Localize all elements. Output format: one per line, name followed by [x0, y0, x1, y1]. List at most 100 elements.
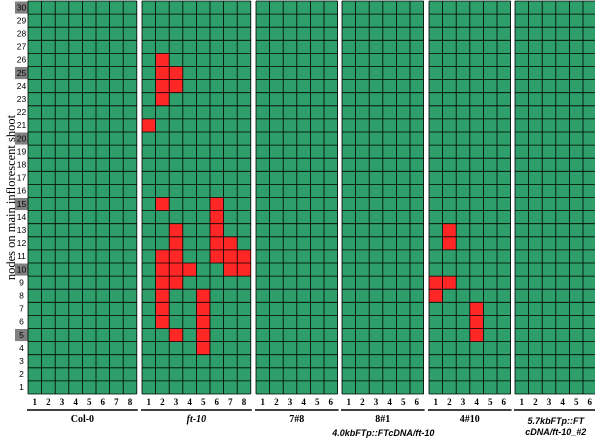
column-label-7: 7 — [114, 397, 119, 407]
panel-label: 8#1 — [375, 414, 390, 425]
panel-1: 1 2 3 4 5 6 7 8 Col-0 — [27, 0, 138, 425]
column-label-5: 5 — [87, 397, 92, 407]
red-cell-c3-n12 — [169, 236, 183, 250]
column-label-5: 5 — [201, 397, 206, 407]
super-labels: 4.0kbFTp::FTcDNA/ft-10 5.7kbFTp::FT cDNA/f… — [331, 416, 586, 438]
red-cell-c2-n7 — [155, 302, 170, 316]
red-cell-c2-n10 — [155, 263, 170, 277]
red-cell-c6-n12 — [210, 236, 224, 250]
column-label-3: 3 — [374, 397, 379, 407]
column-label-5: 5 — [401, 397, 406, 407]
row-label-5: 5 — [19, 330, 24, 340]
column-label-2: 2 — [533, 397, 538, 407]
panel-label: 7#8 — [289, 414, 304, 425]
column-label-3: 3 — [174, 397, 179, 407]
red-cell-c2-n23 — [155, 92, 170, 106]
row-highlight-15 — [15, 198, 28, 211]
column-label-1: 1 — [261, 397, 266, 407]
row-label-1: 1 — [19, 382, 24, 392]
row-label-22: 22 — [17, 107, 27, 117]
row-label-21: 21 — [17, 120, 27, 130]
column-label-4: 4 — [187, 397, 192, 407]
panel-2: 1 2 3 4 5 6 7 8 ft-10 — [141, 0, 252, 425]
super-label-1: 4.0kbFTp::FTcDNA/ft-10 — [331, 428, 434, 438]
red-cell-c6-n11 — [210, 249, 224, 263]
panel-3: 1 2 3 4 5 6 7#8 — [255, 0, 339, 425]
row-label-17: 17 — [17, 173, 27, 183]
panel-label: Col-0 — [71, 414, 94, 425]
y-axis-label-group: nodes on main inflorescent shoot — [4, 114, 18, 280]
red-cell-c7-n10 — [223, 263, 238, 277]
column-label-1: 1 — [147, 397, 152, 407]
red-cell-c2-n26 — [155, 53, 170, 67]
column-label-6: 6 — [415, 397, 420, 407]
red-cell-c2-n9 — [155, 276, 170, 290]
column-label-6: 6 — [215, 397, 220, 407]
column-label-6: 6 — [101, 397, 106, 407]
red-cell-c2-n8 — [155, 289, 170, 303]
red-cell-c5-n4 — [196, 341, 210, 355]
red-cell-c2-n13 — [442, 223, 457, 237]
red-cell-c1-n9 — [429, 276, 443, 290]
column-label-5: 5 — [574, 397, 579, 407]
red-cell-c1-n21 — [142, 118, 156, 132]
row-highlight-20 — [15, 132, 28, 145]
red-cell-c3-n5 — [169, 328, 183, 342]
red-cell-c4-n10 — [182, 263, 197, 277]
column-label-3: 3 — [547, 397, 552, 407]
red-cell-c4-n7 — [469, 302, 484, 316]
red-cell-c5-n5 — [196, 328, 210, 342]
row-label-20: 20 — [17, 133, 27, 143]
column-label-3: 3 — [461, 397, 466, 407]
red-cell-c6-n15 — [210, 197, 224, 211]
row-label-27: 27 — [17, 42, 27, 52]
red-cell-c6-n14 — [210, 210, 224, 224]
column-label-5: 5 — [315, 397, 320, 407]
red-cell-c3-n11 — [169, 249, 183, 263]
panel-label: ft-10 — [187, 414, 206, 425]
row-label-23: 23 — [17, 94, 27, 104]
row-label-10: 10 — [17, 264, 27, 274]
panel-label: 4#10 — [460, 414, 480, 425]
column-label-8: 8 — [128, 397, 133, 407]
column-label-3: 3 — [60, 397, 65, 407]
column-label-4: 4 — [301, 397, 306, 407]
row-label-28: 28 — [17, 29, 27, 39]
panel-4: 1 2 3 4 5 6 8#1 — [341, 0, 425, 425]
row-label-6: 6 — [19, 317, 24, 327]
red-cell-c1-n8 — [429, 289, 443, 303]
red-cell-c4-n5 — [469, 328, 484, 342]
row-label-13: 13 — [17, 225, 27, 235]
row-label-19: 19 — [17, 146, 27, 156]
row-labels: 1234567891011121314151617181920212223242… — [15, 1, 28, 392]
red-cell-c7-n12 — [223, 236, 238, 250]
red-cell-c2-n6 — [155, 315, 170, 329]
column-label-6: 6 — [329, 397, 334, 407]
red-cell-c5-n8 — [196, 289, 210, 303]
column-label-2: 2 — [447, 397, 452, 407]
red-cell-c2-n25 — [155, 66, 170, 80]
row-label-3: 3 — [19, 356, 24, 366]
column-label-4: 4 — [474, 397, 479, 407]
row-label-26: 26 — [17, 55, 27, 65]
red-cell-c3-n10 — [169, 263, 183, 277]
column-label-8: 8 — [242, 397, 247, 407]
row-label-18: 18 — [17, 160, 27, 170]
column-label-1: 1 — [520, 397, 525, 407]
column-label-2: 2 — [46, 397, 51, 407]
row-label-25: 25 — [17, 68, 27, 78]
red-cell-c3-n9 — [169, 276, 183, 290]
column-label-7: 7 — [228, 397, 233, 407]
row-label-7: 7 — [19, 304, 24, 314]
row-label-24: 24 — [17, 81, 27, 91]
column-label-2: 2 — [274, 397, 279, 407]
red-cell-c2-n9 — [442, 276, 457, 290]
red-cell-c2-n11 — [155, 249, 170, 263]
y-axis-label: nodes on main inflorescent shoot — [4, 114, 18, 280]
column-label-6: 6 — [588, 397, 593, 407]
row-highlight-25 — [15, 67, 28, 80]
red-cell-c2-n15 — [155, 197, 170, 211]
column-label-1: 1 — [33, 397, 38, 407]
